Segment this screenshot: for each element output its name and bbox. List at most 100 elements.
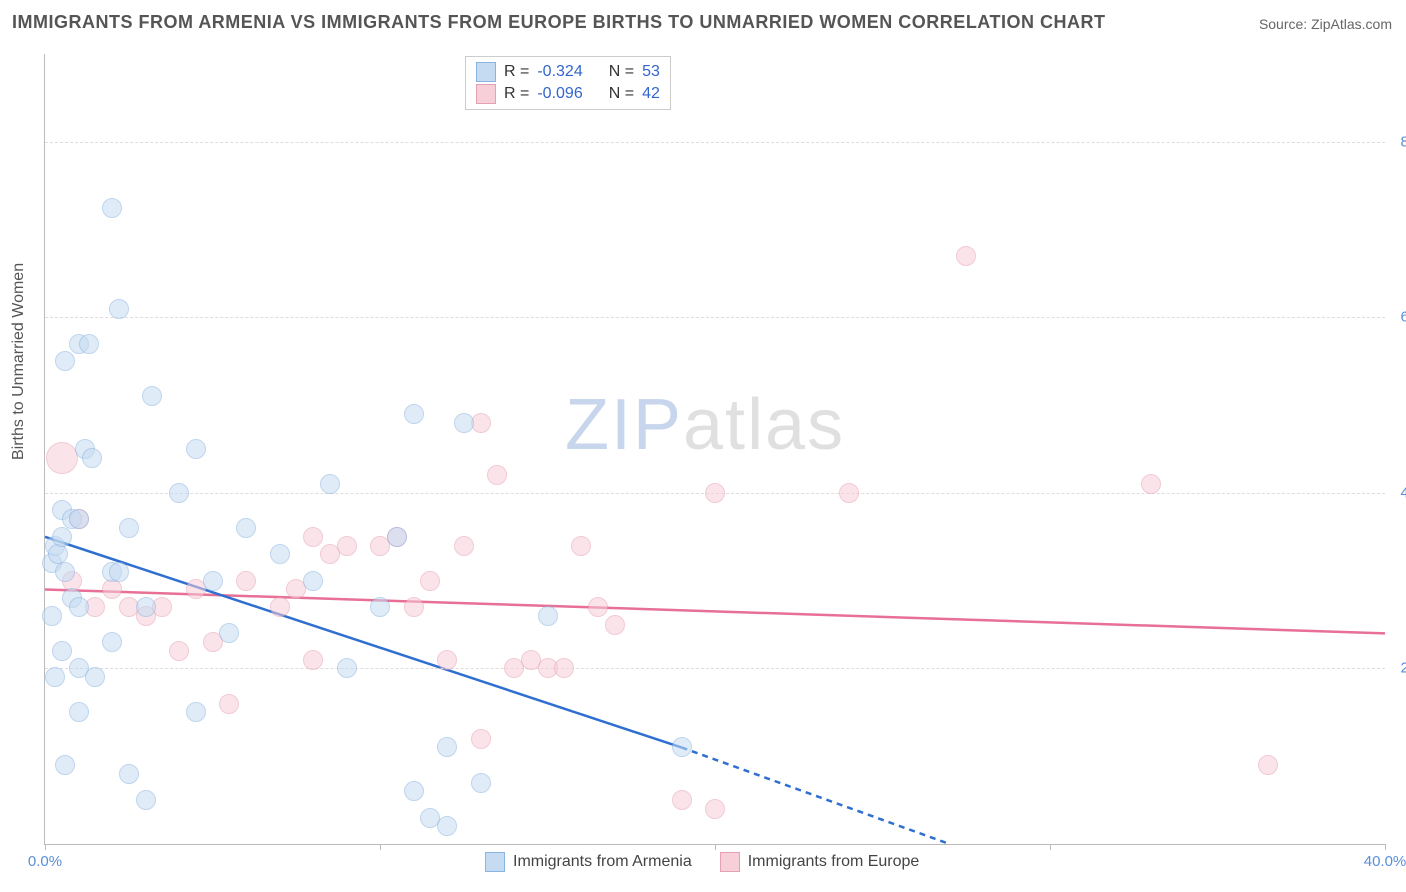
dot-armenia — [69, 509, 89, 529]
dot-europe — [672, 790, 692, 810]
y-tick-label: 20.0% — [1400, 660, 1406, 677]
n-label: N = — [609, 63, 634, 81]
stats-row: R = -0.324 N = 53 — [476, 61, 660, 83]
x-tick-label: 40.0% — [1364, 853, 1406, 870]
dot-europe — [169, 641, 189, 661]
dot-armenia — [42, 606, 62, 626]
y-tick-label: 60.0% — [1400, 309, 1406, 326]
dot-europe — [1258, 755, 1278, 775]
x-tick-mark — [45, 844, 46, 850]
dot-europe — [705, 799, 725, 819]
dot-europe — [337, 536, 357, 556]
dot-europe — [102, 579, 122, 599]
x-tick-mark — [715, 844, 716, 850]
y-axis-label: Births to Unmarried Women — [10, 263, 28, 460]
dot-armenia — [420, 808, 440, 828]
chart-legend: Immigrants from Armenia Immigrants from E… — [485, 852, 919, 872]
legend-swatch — [485, 852, 505, 872]
legend-label: Immigrants from Europe — [748, 853, 920, 871]
dot-armenia — [186, 439, 206, 459]
chart-source: Source: ZipAtlas.com — [1259, 16, 1392, 32]
r-label: R = — [504, 63, 529, 81]
dot-armenia — [136, 790, 156, 810]
dot-europe — [487, 465, 507, 485]
dot-europe — [236, 571, 256, 591]
dot-armenia — [219, 623, 239, 643]
dot-armenia — [82, 448, 102, 468]
dot-europe — [46, 442, 78, 474]
n-label: N = — [609, 85, 634, 103]
dot-armenia — [337, 658, 357, 678]
dot-europe — [956, 246, 976, 266]
dot-europe — [404, 597, 424, 617]
dot-europe — [705, 483, 725, 503]
dot-armenia — [55, 351, 75, 371]
dot-europe — [437, 650, 457, 670]
trendline — [45, 589, 1385, 633]
legend-item: Immigrants from Armenia — [485, 852, 692, 872]
dot-europe — [471, 729, 491, 749]
dot-armenia — [45, 667, 65, 687]
dot-armenia — [55, 562, 75, 582]
dot-armenia — [69, 597, 89, 617]
stats-row: R = -0.096 N = 42 — [476, 83, 660, 105]
dot-armenia — [370, 597, 390, 617]
dot-armenia — [454, 413, 474, 433]
dot-armenia — [109, 299, 129, 319]
n-value: 53 — [642, 63, 660, 81]
dot-europe — [588, 597, 608, 617]
trendline — [45, 537, 682, 748]
dot-armenia — [142, 386, 162, 406]
x-tick-mark — [380, 844, 381, 850]
dot-europe — [605, 615, 625, 635]
dot-europe — [454, 536, 474, 556]
dot-armenia — [109, 562, 129, 582]
dot-armenia — [437, 737, 457, 757]
dot-armenia — [55, 755, 75, 775]
r-value: -0.096 — [537, 85, 582, 103]
dot-armenia — [102, 632, 122, 652]
dot-armenia — [404, 781, 424, 801]
trendline — [682, 747, 950, 844]
dot-europe — [303, 650, 323, 670]
stats-swatch — [476, 84, 496, 104]
y-tick-label: 40.0% — [1400, 484, 1406, 501]
n-value: 42 — [642, 85, 660, 103]
chart-title: IMMIGRANTS FROM ARMENIA VS IMMIGRANTS FR… — [12, 12, 1105, 33]
y-tick-label: 80.0% — [1400, 133, 1406, 150]
dot-armenia — [471, 773, 491, 793]
x-tick-mark — [1050, 844, 1051, 850]
stats-swatch — [476, 62, 496, 82]
dot-europe — [839, 483, 859, 503]
dot-europe — [219, 694, 239, 714]
dot-armenia — [52, 641, 72, 661]
dot-armenia — [303, 571, 323, 591]
gridline — [45, 668, 1385, 669]
dot-armenia — [119, 518, 139, 538]
dot-armenia — [203, 571, 223, 591]
scatter-plot-area: ZIPatlas R =-0.324N =53R =-0.096N =42 Im… — [44, 54, 1385, 845]
gridline — [45, 317, 1385, 318]
r-label: R = — [504, 85, 529, 103]
stats-box: R = -0.324 N = 53 R = -0.096 N = 42 — [465, 56, 671, 110]
legend-swatch — [720, 852, 740, 872]
dot-europe — [1141, 474, 1161, 494]
gridline — [45, 142, 1385, 143]
trendlines-svg — [45, 54, 1385, 844]
dot-armenia — [102, 198, 122, 218]
dot-armenia — [186, 702, 206, 722]
dot-armenia — [85, 667, 105, 687]
dot-armenia — [270, 544, 290, 564]
dot-europe — [270, 597, 290, 617]
dot-armenia — [672, 737, 692, 757]
dot-armenia — [169, 483, 189, 503]
dot-armenia — [538, 606, 558, 626]
dot-armenia — [52, 527, 72, 547]
dot-armenia — [236, 518, 256, 538]
dot-europe — [571, 536, 591, 556]
legend-label: Immigrants from Armenia — [513, 853, 692, 871]
dot-armenia — [79, 334, 99, 354]
r-value: -0.324 — [537, 63, 582, 81]
dot-armenia — [136, 597, 156, 617]
dot-europe — [303, 527, 323, 547]
